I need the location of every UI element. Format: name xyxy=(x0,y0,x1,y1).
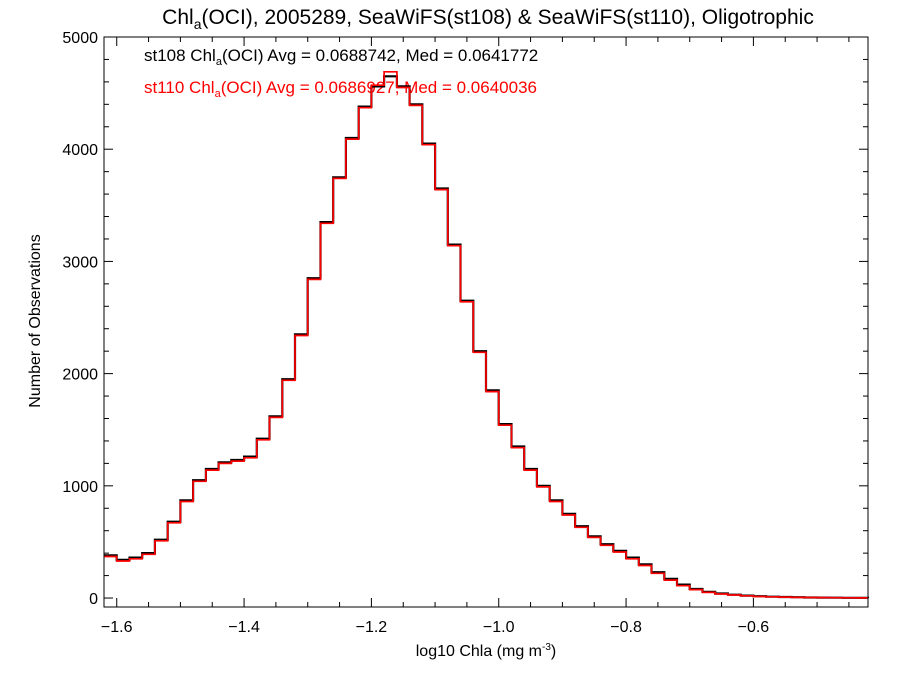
plot-frame xyxy=(103,36,869,608)
y-tick-label: 5000 xyxy=(62,30,98,47)
y-tick-label: 4000 xyxy=(62,142,98,159)
chart-title: Chla(OCI), 2005289, SeaWiFS(st108) & Sea… xyxy=(162,6,814,32)
y-tick-label: 1000 xyxy=(62,479,98,496)
x-tick-label: −1.0 xyxy=(483,619,515,636)
series-line-st110 xyxy=(104,70,868,599)
x-tick-label: −1.4 xyxy=(228,619,260,636)
x-axis-title: log10 Chla (mg m-3) xyxy=(416,642,557,660)
y-tick-label: 3000 xyxy=(62,254,98,271)
y-tick-label: 0 xyxy=(89,591,98,608)
x-tick-label: −1.2 xyxy=(356,619,388,636)
y-tick-label: 2000 xyxy=(62,367,98,384)
axis-ticks: −1.6 −1.4 −1.2 −1.0 −0.8 −0.6 0 1000 2000 3000 400… xyxy=(62,30,868,636)
series-layer xyxy=(104,70,870,599)
y-axis-title: Number of Observations xyxy=(27,234,44,407)
annotation-st110: st110 Chla(OCI) Avg = 0.0686927, Med = 0… xyxy=(144,78,537,100)
annotation-st108: st108 Chla(OCI) Avg = 0.0688742, Med = 0… xyxy=(144,46,538,68)
x-tick-label: −0.8 xyxy=(610,619,642,636)
x-tick-label: −0.6 xyxy=(738,619,770,636)
x-tick-label: −1.6 xyxy=(101,619,133,636)
